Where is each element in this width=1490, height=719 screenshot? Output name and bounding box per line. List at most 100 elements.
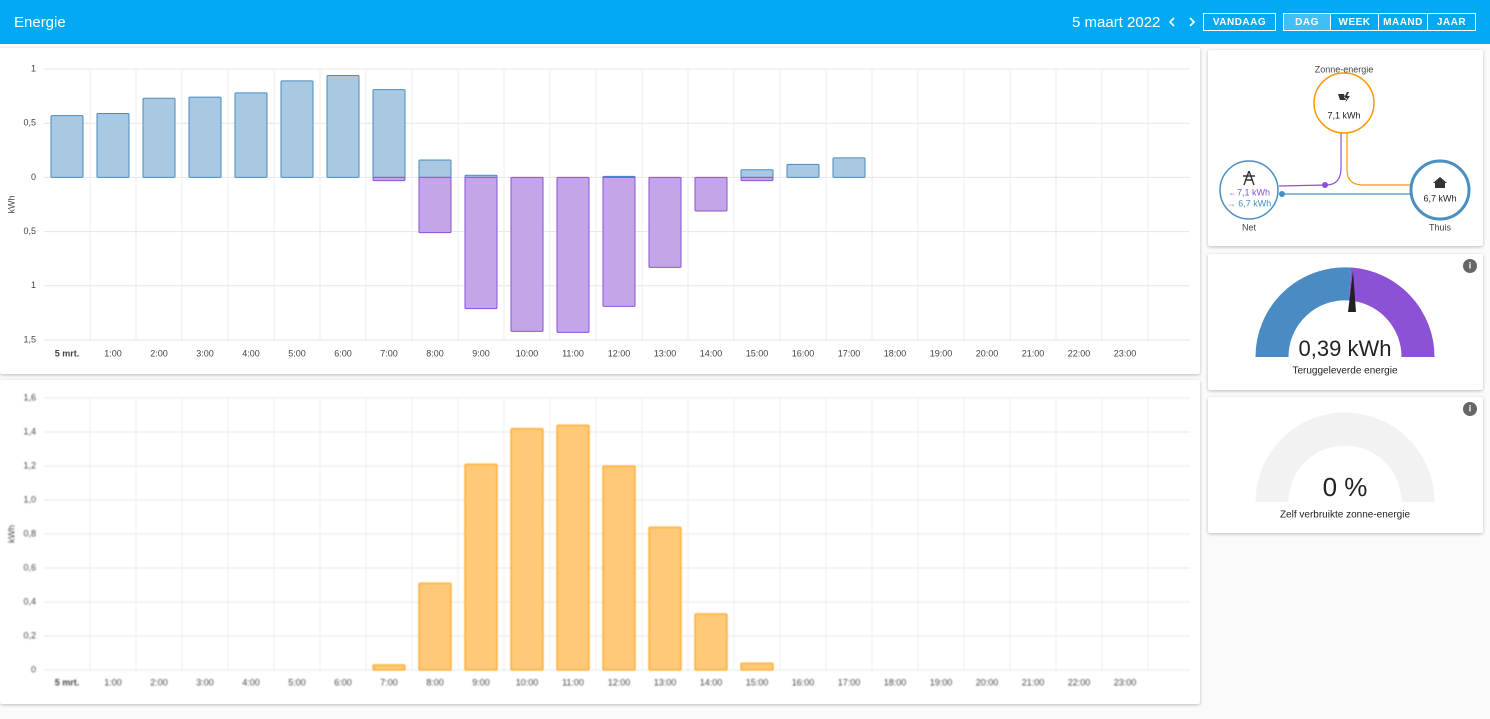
x-tick-label: 2:00 (150, 348, 168, 358)
bar (694, 176, 728, 212)
info-icon[interactable] (1463, 259, 1477, 273)
title: Energie (14, 14, 66, 31)
y-tick-label: 0 (31, 664, 36, 674)
bar (648, 176, 682, 268)
x-tick-label: 15:00 (746, 677, 769, 687)
bar (50, 115, 84, 178)
date: 5 maart 2022 (1072, 14, 1161, 31)
bar (418, 582, 452, 671)
bar (740, 662, 774, 671)
y-tick-label: 1 (31, 280, 36, 290)
x-tick-label: 8:00 (426, 677, 444, 687)
grid-node (1219, 160, 1279, 220)
y-tick-label: 1,5 (23, 334, 36, 344)
bar (280, 80, 314, 178)
y-tick-label: 0 (31, 172, 36, 182)
label: Thuis (1429, 222, 1452, 232)
bar (510, 176, 544, 332)
x-tick-label: 13:00 (654, 677, 677, 687)
gauge-card: i 0 % Zelf verbruikte zonne-energie (1208, 397, 1483, 533)
y-tick-label: 0,5 (23, 226, 36, 236)
period-button[interactable]: JAAR (1427, 13, 1476, 31)
gauge-card: i 0,39 kWh Teruggeleverde energie (1208, 254, 1483, 390)
bar (372, 89, 406, 178)
x-tick-label: 19:00 (930, 348, 953, 358)
x-tick-label: 18:00 (884, 348, 907, 358)
bar (510, 428, 544, 671)
solar-icon (1338, 92, 1350, 103)
y-tick-label: 0,4 (23, 596, 36, 606)
x-tick-label: 8:00 (426, 348, 444, 358)
x-tick-label: 11:00 (562, 677, 584, 687)
x-tick-label: 5:00 (288, 677, 306, 687)
bar (648, 526, 682, 671)
bar (602, 465, 636, 671)
bar (832, 157, 866, 178)
period-button[interactable]: DAG (1283, 13, 1331, 31)
gauge-label: Teruggeleverde energie (1292, 366, 1398, 377)
x-tick-label: 15:00 (746, 348, 769, 358)
flow-dot (1279, 191, 1285, 197)
info-glyph: i (1469, 403, 1472, 413)
x-tick-label: 18:00 (884, 677, 907, 687)
value: → 6,7 kWh (1227, 198, 1272, 208)
x-tick-label: 3:00 (196, 677, 214, 687)
x-tick-label: 1:00 (104, 348, 122, 358)
x-tick-label: 4:00 (242, 677, 260, 687)
bar (418, 159, 452, 178)
x-tick-label: 5 mrt. (55, 677, 80, 687)
x-tick-label: 9:00 (472, 348, 490, 358)
gauge-label: Zelf verbruikte zonne-energie (1280, 510, 1411, 521)
bar (556, 176, 590, 333)
today-button[interactable]: VANDAAG (1203, 13, 1276, 31)
y-tick-label: 0,2 (23, 630, 36, 640)
period-button[interactable]: WEEK (1330, 13, 1379, 31)
x-tick-label: 14:00 (700, 348, 723, 358)
period-button[interactable]: MAAND (1378, 13, 1428, 31)
x-tick-label: 7:00 (380, 348, 398, 358)
gauge-value: 0 % (1323, 472, 1368, 502)
bar (372, 176, 406, 182)
x-tick-label: 17:00 (838, 348, 861, 358)
bar (96, 112, 130, 178)
bar (418, 176, 452, 234)
bar (234, 92, 268, 178)
x-tick-label: 12:00 (608, 677, 631, 687)
gauge: i 0 % Zelf verbruikte zonne-energie (1255, 402, 1477, 521)
gauge-needle (1348, 271, 1356, 312)
x-tick-label: 10:00 (516, 348, 539, 358)
home-icon (1433, 177, 1447, 188)
bar (142, 97, 176, 178)
x-tick-label: 10:00 (516, 677, 539, 687)
home-node (1409, 159, 1471, 221)
bar (602, 176, 636, 307)
y-axis-label: kWh (6, 196, 16, 214)
x-tick-label: 19:00 (930, 677, 953, 687)
bar (372, 664, 406, 671)
x-tick-label: 16:00 (792, 348, 815, 358)
x-tick-label: 2:00 (150, 677, 168, 687)
x-tick-label: 20:00 (976, 348, 999, 358)
y-axis-label: kWh (6, 525, 16, 543)
flow-line (1278, 133, 1342, 187)
x-tick-label: 6:00 (334, 348, 352, 358)
x-tick-label: 9:00 (472, 677, 490, 687)
bar (786, 163, 820, 178)
gauge-arc (1255, 412, 1435, 503)
value: ←7,1 kWh (1228, 187, 1270, 197)
distribution-card: Zonne-energie 7,1 kWh ←7,1 kWh → 6,7 kWh… (1208, 50, 1483, 246)
distribution: Zonne-energie 7,1 kWh ←7,1 kWh → 6,7 kWh… (1219, 64, 1471, 232)
x-tick-label: 5 mrt. (55, 348, 80, 358)
x-tick-label: 22:00 (1068, 348, 1091, 358)
info-icon[interactable] (1463, 402, 1477, 416)
bar (326, 75, 360, 178)
gauge-arc (1255, 267, 1352, 358)
x-tick-label: 23:00 (1114, 677, 1137, 687)
nav-arrows[interactable] (1164, 14, 1200, 30)
flow-dot (1322, 182, 1328, 188)
bar (188, 96, 222, 178)
y-tick-label: 1 (31, 63, 36, 73)
bar (740, 169, 774, 178)
x-tick-label: 17:00 (838, 677, 861, 687)
grid-icon (1243, 170, 1255, 186)
